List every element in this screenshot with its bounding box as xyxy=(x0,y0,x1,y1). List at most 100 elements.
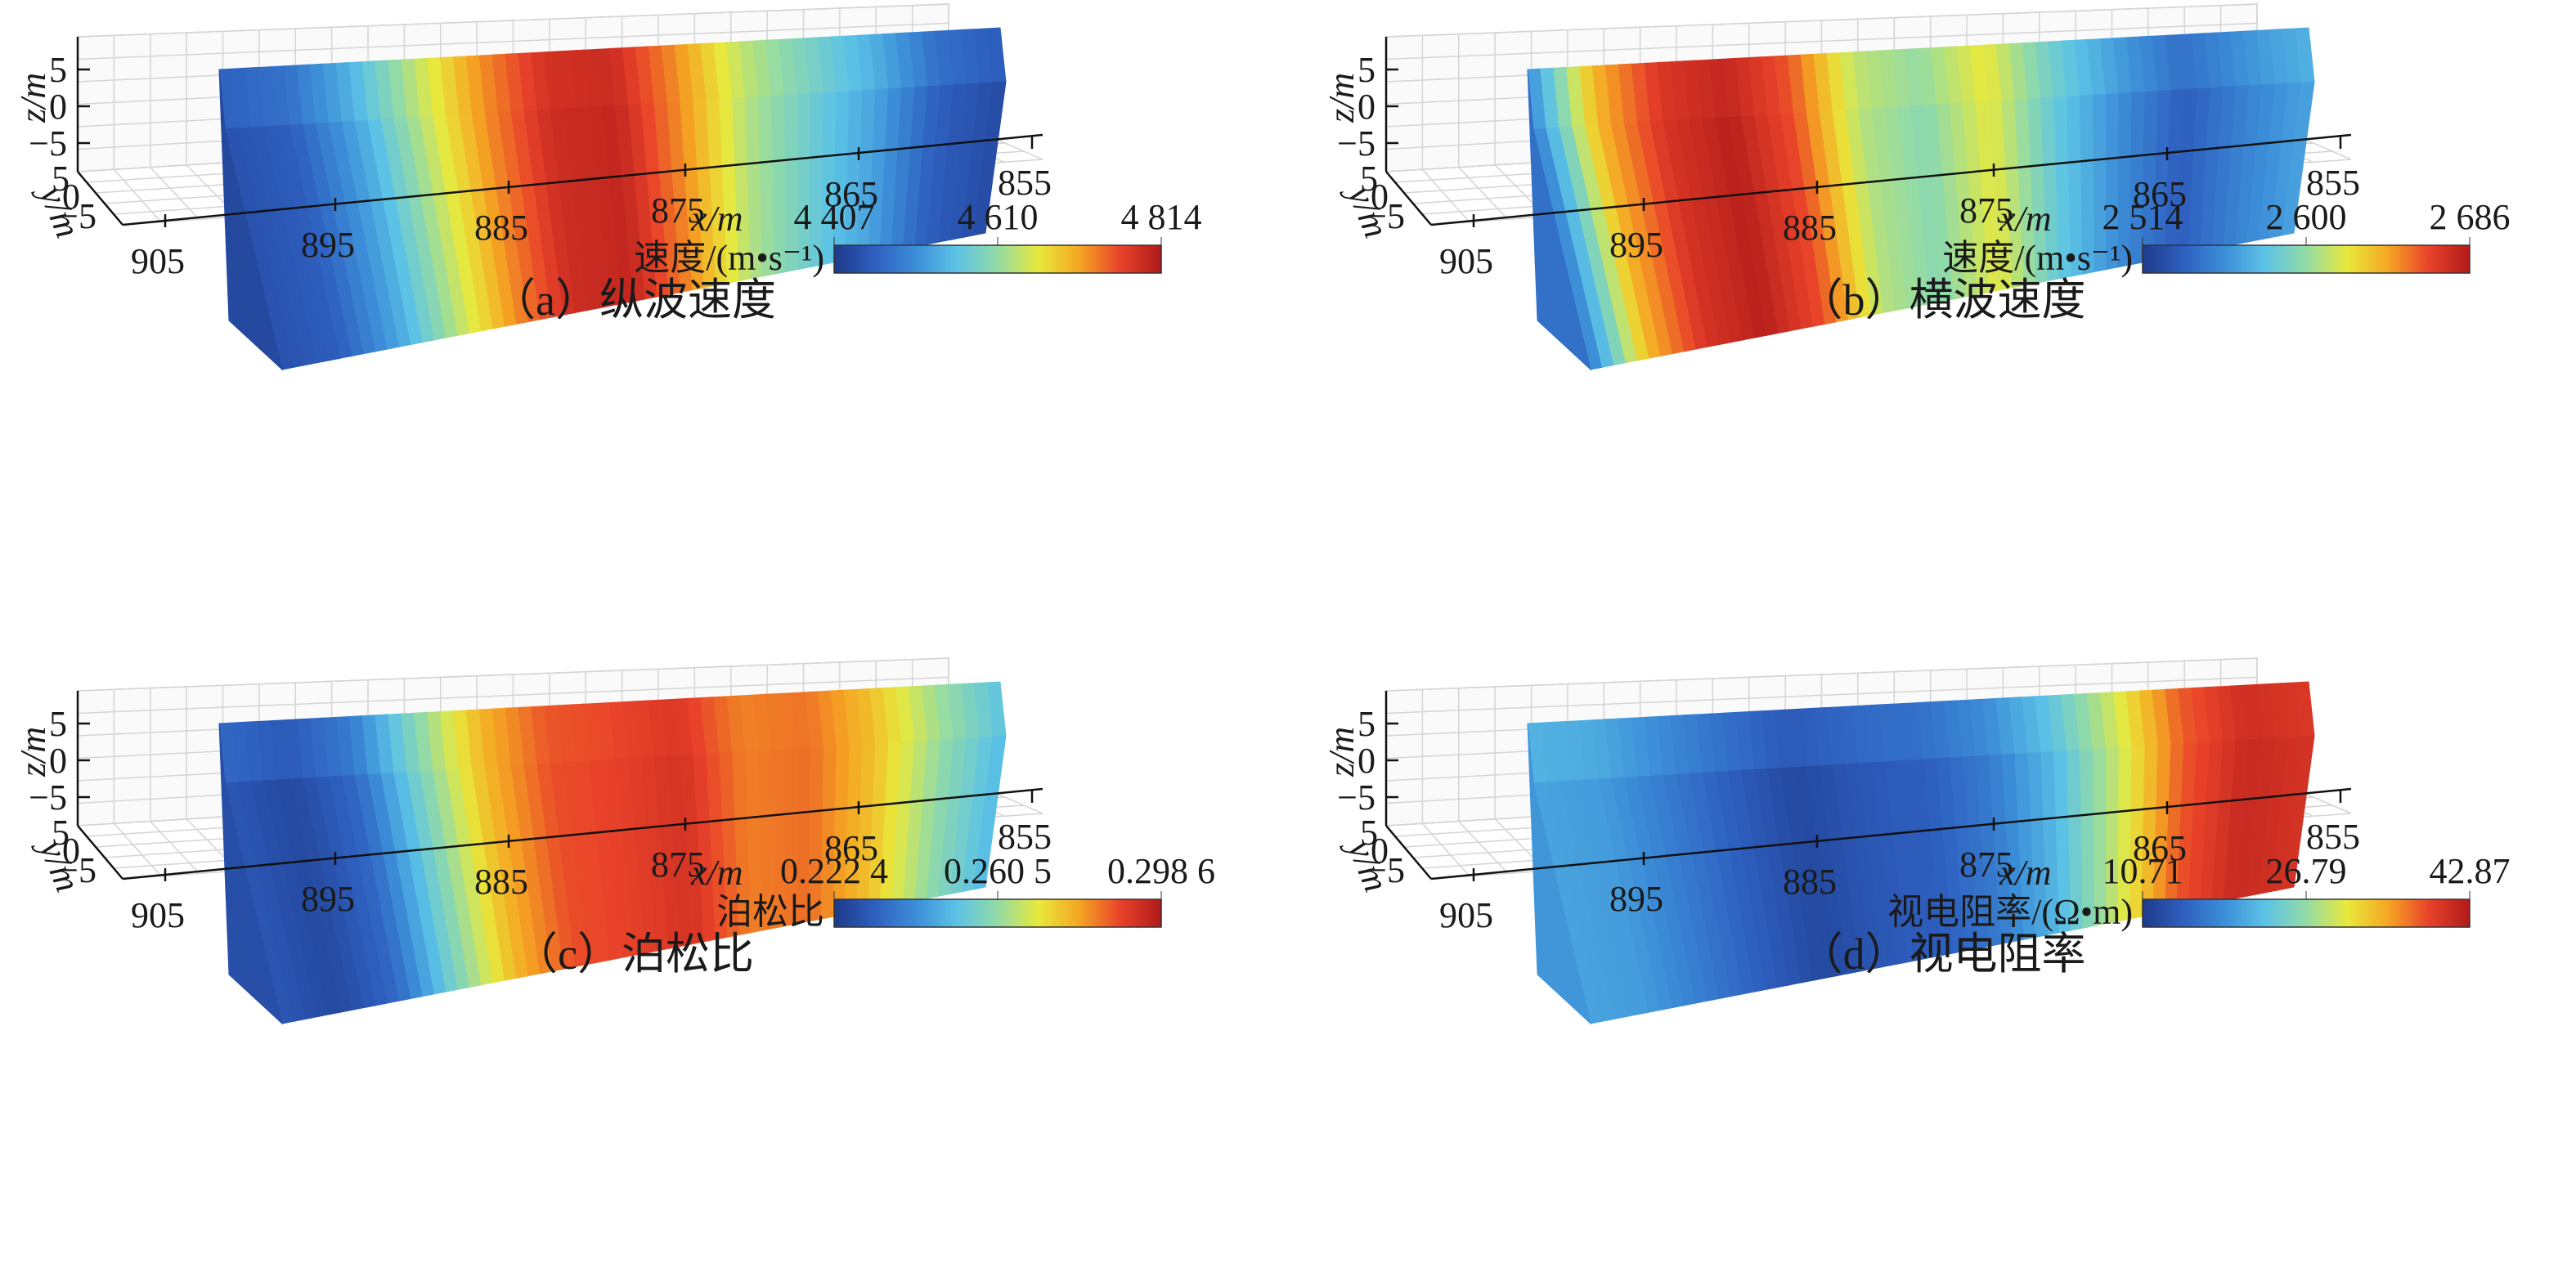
volume-front-cell xyxy=(2282,81,2315,236)
y-tick-label: 0 xyxy=(1371,177,1389,217)
axes xyxy=(1384,691,2352,881)
x-tick-label: 875 xyxy=(1959,845,2013,885)
colorbar-label: 泊松比 xyxy=(716,892,824,932)
grid-line xyxy=(1385,657,2258,692)
grid-line xyxy=(1421,822,1470,877)
y-axis-line xyxy=(77,171,123,226)
x-axis-line xyxy=(122,133,1043,226)
x-tick-label: 865 xyxy=(2133,828,2187,868)
y-axis-line xyxy=(1385,825,1432,880)
z-tick-label: 0 xyxy=(49,87,67,127)
colorbar-tick-label: 0.260 5 xyxy=(944,851,1052,891)
axes xyxy=(1384,37,2352,227)
volume-end-face xyxy=(1527,723,1591,1025)
volume-box xyxy=(1527,27,2315,371)
volume-end-face xyxy=(1527,69,1591,371)
z-tick-label: 5 xyxy=(1358,704,1376,744)
colorbar-label: 速度/(m•s⁻¹) xyxy=(1942,238,2133,278)
colorbar xyxy=(2142,244,2471,274)
x-tick-label: 855 xyxy=(998,817,1052,857)
colorbar-tick-label: 10.71 xyxy=(2103,851,2183,891)
grid-line xyxy=(1458,167,1509,220)
x-tick-label: 855 xyxy=(2306,817,2360,857)
y-tick-label: 5 xyxy=(52,813,70,853)
grid-line xyxy=(113,822,162,877)
grid-line xyxy=(1458,821,1509,874)
grid-line xyxy=(1385,3,2258,38)
colorbar-label: 视电阻率/(Ω•m) xyxy=(1887,892,2133,932)
z-tick-label: 5 xyxy=(1358,50,1376,90)
x-tick-label: 865 xyxy=(824,828,878,868)
colorbar-tick-label: 4 407 xyxy=(794,197,875,237)
z-tick-label: 5 xyxy=(49,704,67,744)
x-tick-label: 905 xyxy=(1439,241,1493,281)
y-tick-label: 5 xyxy=(52,159,70,199)
x-axis-label: x/m xyxy=(690,853,743,893)
y-tick-label: −5 xyxy=(58,850,96,890)
grid-line xyxy=(1421,168,1470,223)
volume-box xyxy=(218,27,1007,371)
colorbar-tick-label: 2 600 xyxy=(2266,197,2347,237)
z-tick-label: −5 xyxy=(29,777,67,818)
panel-caption: （c）泊松比 xyxy=(514,930,754,979)
grid-line xyxy=(113,168,162,223)
volume-end-face xyxy=(218,723,283,1025)
z-tick-label: 0 xyxy=(1358,87,1376,127)
x-tick-label: 865 xyxy=(2133,174,2187,214)
x-tick-label: 895 xyxy=(1609,879,1663,919)
y-tick-label: 5 xyxy=(1360,813,1378,853)
x-tick-label: 865 xyxy=(824,174,878,214)
x-tick-label: 905 xyxy=(131,241,185,281)
colorbar-tick-label: 2 514 xyxy=(2103,197,2183,237)
z-axis-label: z/m xyxy=(1322,727,1362,777)
grid-line xyxy=(150,821,200,874)
x-axis-label: x/m xyxy=(690,199,743,239)
z-tick-label: −5 xyxy=(1337,123,1376,164)
grid-line xyxy=(77,3,949,38)
volume-front-cell xyxy=(2282,735,2315,890)
grid-line xyxy=(1385,676,2258,715)
axes xyxy=(76,37,1043,227)
x-tick-label: 895 xyxy=(301,225,355,265)
colorbar-tick-label: 0.298 6 xyxy=(1107,851,1215,891)
y-tick-label: 5 xyxy=(1360,159,1378,199)
grid-line xyxy=(150,167,200,220)
x-tick-label: 905 xyxy=(1439,895,1493,935)
x-axis-label: x/m xyxy=(1999,853,2052,893)
x-tick-label: 885 xyxy=(1783,208,1837,248)
colorbar-tick-label: 4 610 xyxy=(958,197,1039,237)
y-axis-line xyxy=(1385,171,1432,226)
colorbar-tick-label: 4 814 xyxy=(1121,197,1202,237)
colorbar xyxy=(833,898,1162,928)
z-axis-label: z/m xyxy=(1322,73,1362,123)
panel-caption: （b）横波速度 xyxy=(1799,276,2086,325)
x-tick-label: 905 xyxy=(131,895,185,935)
z-tick-label: −5 xyxy=(1337,777,1376,818)
axes xyxy=(76,691,1043,881)
x-tick-label: 855 xyxy=(998,163,1052,203)
x-tick-label: 885 xyxy=(474,862,528,902)
z-tick-label: 5 xyxy=(49,50,67,90)
grid-line xyxy=(77,22,949,60)
y-axis-line xyxy=(77,825,123,880)
volume-box xyxy=(218,681,1007,1025)
x-axis-line xyxy=(1430,133,2352,226)
x-axis-label: x/m xyxy=(1999,199,2052,239)
x-tick-label: 895 xyxy=(1609,225,1663,265)
z-axis-label: z/m xyxy=(13,727,53,777)
grid-line xyxy=(77,657,949,692)
x-tick-label: 875 xyxy=(651,845,705,885)
y-tick-label: −5 xyxy=(1367,196,1405,236)
x-axis-line xyxy=(1430,787,2352,880)
volume-end-face xyxy=(218,69,283,371)
x-axis-line xyxy=(122,787,1043,880)
grid-line xyxy=(77,676,949,715)
x-tick-label: 895 xyxy=(301,879,355,919)
colorbar-tick-label: 42.87 xyxy=(2430,851,2511,891)
y-tick-label: −5 xyxy=(58,196,96,236)
y-tick-label: 0 xyxy=(62,831,80,871)
